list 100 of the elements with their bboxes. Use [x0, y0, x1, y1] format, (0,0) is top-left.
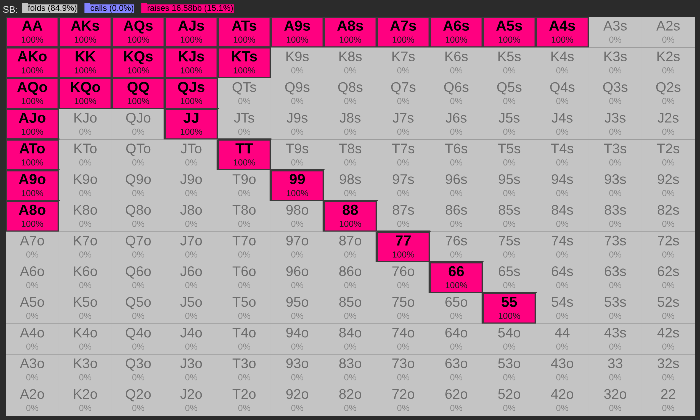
data-label: 0%: [292, 252, 304, 258]
annotation: T3s: [604, 144, 627, 154]
annotation: 92s: [658, 174, 680, 184]
annotation: 87s: [392, 205, 414, 216]
annotation: K5s: [498, 52, 521, 62]
data-label: 0%: [556, 190, 569, 196]
data-label: 100%: [74, 36, 96, 43]
annotation: KK: [76, 52, 96, 62]
annotation: 74s: [552, 236, 574, 246]
data-label: 0%: [504, 344, 516, 350]
data-label: 0%: [504, 160, 516, 166]
data-label: 0%: [344, 405, 357, 412]
annotation: K5o: [74, 297, 98, 308]
annotation: 92o: [286, 389, 309, 400]
data-label: 100%: [392, 252, 414, 258]
annotation: AA: [22, 20, 43, 31]
annotation: J4s: [552, 113, 573, 123]
annotation: 73o: [392, 358, 415, 368]
annotation: K6o: [74, 266, 98, 276]
data-label: 0%: [610, 98, 622, 104]
data-label: 0%: [238, 252, 251, 258]
data-label: 100%: [340, 220, 362, 228]
annotation: J3s: [604, 113, 626, 123]
data-label: 0%: [398, 220, 410, 228]
data-label: 0%: [292, 405, 304, 412]
annotation: A3s: [604, 21, 627, 31]
annotation: T8o: [232, 205, 256, 216]
data-label: 100%: [180, 67, 202, 74]
annotation: 85o: [340, 297, 362, 308]
annotation: 82o: [340, 389, 362, 400]
annotation: 66: [448, 266, 464, 277]
data-label: 0%: [292, 313, 304, 320]
annotation: K7o: [74, 236, 98, 246]
annotation: 63o: [446, 358, 468, 368]
data-label: 0%: [556, 313, 569, 320]
annotation: 54s: [552, 297, 574, 308]
data-label: 0%: [556, 220, 569, 228]
data-label: 0%: [186, 282, 198, 289]
annotation: 74o: [392, 328, 415, 338]
annotation: 96s: [446, 174, 468, 184]
annotation: 22: [661, 389, 676, 400]
data-label: 0%: [504, 252, 516, 258]
data-label: 0%: [292, 98, 304, 104]
annotation: T8s: [339, 144, 362, 154]
data-label: 100%: [128, 98, 150, 104]
annotation: Q7o: [126, 236, 152, 248]
data-label: 0%: [132, 282, 145, 289]
annotation: 77: [396, 236, 411, 246]
data-label: 0%: [344, 190, 357, 196]
data-label: 0%: [398, 374, 410, 381]
annotation: AJs: [178, 20, 204, 32]
data-label: 0%: [238, 405, 251, 412]
data-label: 0%: [398, 190, 410, 196]
data-label: 0%: [26, 344, 39, 350]
data-label: 0%: [186, 344, 198, 350]
annotation: T4s: [551, 144, 574, 154]
annotation: Q9s: [285, 82, 310, 95]
annotation: 62o: [446, 389, 468, 400]
annotation: A4o: [20, 328, 44, 338]
annotation: J2o: [180, 389, 202, 400]
data-label: 0%: [556, 252, 569, 258]
data-label: 0%: [504, 405, 516, 412]
annotation: 42o: [551, 389, 574, 400]
data-label: 0%: [238, 220, 251, 228]
data-label: 0%: [662, 252, 675, 258]
data-label: 0%: [450, 344, 463, 350]
annotation: 55: [502, 297, 518, 308]
annotation: A8o: [19, 204, 46, 216]
annotation: 97o: [286, 236, 309, 246]
data-label: 0%: [556, 98, 569, 104]
annotation: 95s: [498, 174, 520, 184]
annotation: A6o: [20, 266, 44, 276]
data-label: 0%: [292, 220, 304, 228]
annotation: 52o: [498, 389, 521, 400]
annotation: K9o: [74, 174, 98, 184]
data-label: 0%: [610, 252, 622, 258]
annotation: 86o: [340, 266, 362, 276]
annotation: KTo: [74, 144, 97, 154]
annotation: KQo: [71, 82, 100, 96]
data-label: 100%: [128, 67, 150, 74]
annotation: QQ: [128, 82, 150, 96]
data-label: 0%: [238, 313, 251, 320]
data-label: 0%: [132, 344, 145, 350]
data-label: 0%: [292, 67, 304, 74]
annotation: Q8s: [338, 82, 363, 95]
legend-title: SB:: [3, 6, 18, 14]
data-label: 0%: [398, 160, 410, 166]
data-label: 0%: [662, 374, 675, 381]
data-label: 0%: [662, 282, 675, 289]
data-label: 100%: [22, 36, 44, 43]
annotation: 65o: [446, 297, 468, 308]
data-label: 0%: [238, 98, 251, 104]
data-label: 100%: [22, 128, 44, 136]
data-label: 0%: [132, 252, 145, 258]
annotation: AQs: [124, 20, 153, 34]
annotation: AJo: [19, 112, 46, 124]
data-label: 100%: [446, 36, 468, 43]
data-label: 0%: [292, 160, 304, 166]
annotation: 85s: [498, 205, 520, 216]
annotation: K2o: [74, 389, 98, 400]
